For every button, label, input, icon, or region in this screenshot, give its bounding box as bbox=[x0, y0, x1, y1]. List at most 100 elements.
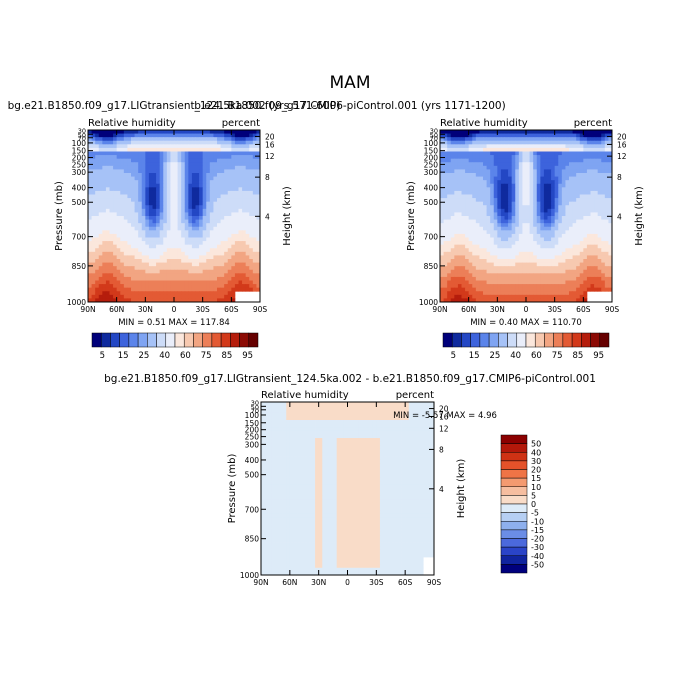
field-cell bbox=[95, 233, 100, 238]
field-cell bbox=[518, 223, 523, 228]
field-cell bbox=[148, 248, 153, 253]
field-cell bbox=[493, 147, 498, 152]
field-cell bbox=[297, 402, 302, 406]
field-cell bbox=[336, 409, 341, 414]
field-cell bbox=[227, 165, 232, 170]
field-cell bbox=[102, 169, 107, 174]
field-cell bbox=[543, 212, 548, 217]
field-cell bbox=[450, 262, 455, 267]
field-cell bbox=[166, 169, 171, 174]
field-cell bbox=[88, 205, 92, 210]
field-cell bbox=[264, 416, 269, 421]
field-cell bbox=[105, 158, 110, 163]
field-cell bbox=[120, 137, 125, 142]
field-cell bbox=[361, 405, 366, 410]
field-cell bbox=[166, 216, 171, 220]
field-cell bbox=[224, 187, 229, 192]
field-cell bbox=[540, 176, 545, 181]
field-cell bbox=[95, 241, 100, 246]
y-tick-label: 100 bbox=[72, 139, 87, 148]
field-cell bbox=[493, 151, 498, 156]
field-cell bbox=[358, 412, 363, 417]
field-cell bbox=[159, 276, 164, 281]
field-cell bbox=[252, 198, 257, 203]
field-cell bbox=[450, 298, 455, 303]
field-cell bbox=[518, 248, 523, 253]
colorbar-swatch bbox=[544, 332, 554, 348]
field-cell bbox=[554, 158, 559, 163]
field-cell bbox=[141, 190, 146, 195]
field-cell bbox=[191, 147, 196, 152]
field-cell bbox=[141, 273, 146, 278]
field-cell bbox=[569, 223, 573, 228]
field-cell bbox=[479, 273, 484, 278]
field-cell bbox=[576, 187, 581, 192]
field-cell bbox=[540, 137, 545, 142]
field-cell bbox=[508, 269, 513, 274]
field-cell bbox=[551, 158, 556, 163]
field-cell bbox=[95, 176, 100, 181]
field-cell bbox=[268, 402, 273, 406]
field-cell bbox=[450, 208, 455, 213]
field-cell bbox=[443, 180, 448, 185]
field-cell bbox=[98, 183, 103, 188]
field-cell bbox=[116, 212, 121, 217]
field-cell bbox=[206, 208, 211, 213]
field-cell bbox=[465, 155, 470, 160]
field-cell bbox=[472, 130, 477, 134]
field-cell bbox=[174, 255, 178, 260]
field-cell bbox=[220, 276, 225, 281]
field-cell bbox=[159, 183, 164, 188]
field-cell bbox=[98, 140, 103, 145]
field-cell bbox=[231, 294, 236, 299]
field-cell bbox=[206, 241, 211, 246]
field-cell bbox=[202, 244, 207, 249]
field-cell bbox=[120, 248, 125, 253]
field-cell bbox=[102, 144, 107, 149]
field-cell bbox=[579, 237, 584, 242]
field-cell bbox=[558, 201, 563, 206]
field-cell bbox=[102, 269, 107, 274]
field-cell bbox=[443, 130, 448, 134]
field-cell bbox=[116, 187, 121, 192]
field-cell bbox=[583, 223, 588, 228]
field-cell bbox=[181, 155, 186, 160]
field-cell bbox=[518, 276, 523, 281]
field-cell bbox=[479, 259, 484, 263]
field-cell bbox=[569, 233, 573, 238]
field-cell bbox=[526, 219, 530, 224]
field-cell bbox=[543, 294, 548, 299]
field-cell bbox=[447, 291, 452, 296]
field-cell bbox=[145, 237, 150, 242]
field-cell bbox=[220, 169, 225, 174]
field-cell bbox=[390, 416, 395, 421]
colorbar: 5 15 25 40 60 75 85 95 bbox=[442, 332, 610, 361]
field-cell bbox=[98, 262, 103, 267]
field-cell bbox=[533, 180, 538, 185]
field-cell bbox=[597, 233, 602, 238]
field-cell bbox=[454, 194, 459, 199]
field-cell bbox=[508, 162, 513, 167]
field-cell bbox=[504, 151, 509, 156]
field-cell bbox=[490, 133, 495, 138]
field-cell bbox=[138, 269, 143, 274]
x-tick-label: 60N bbox=[109, 305, 124, 314]
field-cell bbox=[493, 198, 498, 203]
field-cell bbox=[177, 287, 182, 292]
field-cell bbox=[508, 147, 513, 152]
field-cell bbox=[454, 173, 459, 177]
field-cell bbox=[583, 266, 588, 271]
field-cell bbox=[579, 233, 584, 238]
field-cell bbox=[547, 176, 552, 181]
field-cell bbox=[227, 259, 232, 263]
field-cell bbox=[461, 237, 466, 242]
field-cell bbox=[166, 137, 171, 142]
field-cell bbox=[181, 169, 186, 174]
min-max-label: MIN = 0.40 MAX = 110.70 bbox=[470, 318, 582, 328]
field-cell bbox=[188, 223, 193, 228]
field-cell bbox=[109, 201, 114, 206]
field-cell bbox=[170, 233, 175, 238]
field-cell bbox=[166, 208, 171, 213]
field-cell bbox=[540, 219, 545, 224]
field-cell bbox=[561, 294, 566, 299]
